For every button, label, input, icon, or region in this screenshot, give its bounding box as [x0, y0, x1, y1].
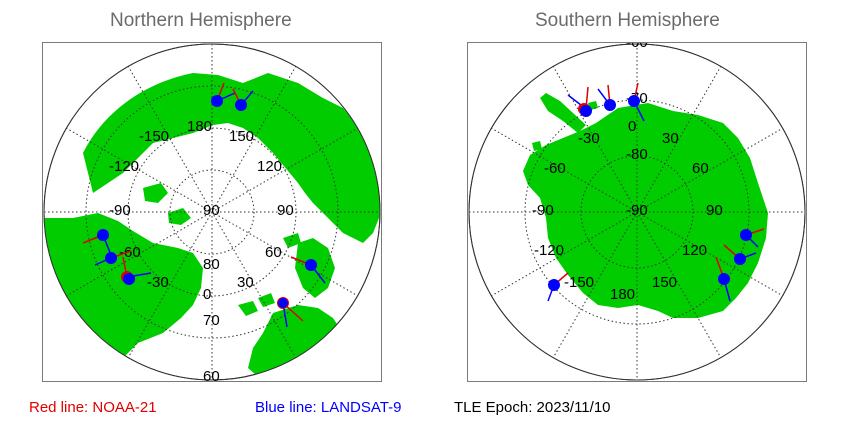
- south-graticule: [469, 44, 805, 380]
- satellite-marker: [211, 82, 236, 107]
- satellite-marker: [628, 82, 645, 122]
- south-lon-label-neg150: -150: [564, 274, 594, 291]
- satellite-marker: [740, 228, 765, 248]
- south-lon-label-neg30: -30: [578, 130, 600, 147]
- north-satellite-markers: [82, 82, 326, 328]
- satellite-marker: [597, 84, 616, 111]
- satellite-marker: [723, 244, 757, 265]
- south-lon-label-0: 0: [628, 118, 636, 135]
- legend-tle-epoch: TLE Epoch: 2023/11/10: [454, 399, 611, 416]
- north-lon-label-neg60: -60: [119, 244, 141, 261]
- north-lat-label-60: 60: [203, 368, 220, 381]
- north-lat-label-80: 80: [203, 256, 220, 273]
- south-lon-label-60: 60: [692, 160, 709, 177]
- north-lon-label-150: 150: [229, 128, 254, 145]
- satellite-marker: [94, 250, 132, 266]
- satellite-marker: [121, 256, 152, 285]
- south-lon-label-neg60: -60: [544, 160, 566, 177]
- south-lon-label-neg90: -90: [532, 202, 554, 219]
- satellite-marker: [567, 86, 592, 117]
- south-lon-label-120: 120: [682, 242, 707, 259]
- south-map-frame: -90 -80 -70 -60 0 30 -30 60 -60 90 -90 1…: [467, 42, 807, 382]
- south-lat-label-neg90: -90: [626, 202, 648, 219]
- south-polar-map: -90 -80 -70 -60 0 30 -30 60 -60 90 -90 1…: [468, 43, 806, 381]
- north-panel-title: Northern Hemisphere: [110, 10, 292, 31]
- satellite-marker: [290, 256, 326, 284]
- north-lon-label-0: 0: [203, 286, 211, 303]
- south-lon-label-180: 180: [610, 286, 635, 303]
- satellite-marker: [547, 272, 569, 302]
- antarctica-land: [523, 103, 768, 318]
- north-lon-label-30: 30: [237, 274, 254, 291]
- satellite-marker: [715, 256, 731, 302]
- north-lon-label-neg150: -150: [139, 128, 169, 145]
- north-lon-label-120: 120: [257, 158, 282, 175]
- south-lat-label-neg80: -80: [626, 146, 648, 163]
- legend-blue-track: Blue line: LANDSAT-9: [255, 399, 402, 416]
- north-polar-map: 90 80 70 60 180 150 -150 120 -120 90 -90…: [43, 43, 381, 381]
- north-lat-label-70: 70: [203, 312, 220, 329]
- eurasia-land: [83, 73, 380, 243]
- greenland-land: [111, 283, 168, 331]
- south-satellite-markers: [547, 82, 765, 302]
- south-landmass: [523, 93, 768, 318]
- north-lon-label-neg120: -120: [109, 158, 139, 175]
- legend-red-track: Red line: NOAA-21: [29, 399, 157, 416]
- south-panel-title: Southern Hemisphere: [535, 10, 720, 31]
- satellite-marker: [232, 88, 254, 111]
- north-lon-label-neg90: -90: [109, 202, 131, 219]
- antarctic-peninsula: [540, 93, 586, 133]
- satellite-marker: [82, 229, 112, 256]
- south-lon-label-90: 90: [706, 202, 723, 219]
- north-lon-label-90: 90: [277, 202, 294, 219]
- north-lon-label-180: 180: [187, 118, 212, 135]
- south-lon-label-150: 150: [652, 274, 677, 291]
- north-lon-label-60: 60: [265, 244, 282, 261]
- north-map-frame: 90 80 70 60 180 150 -150 120 -120 90 -90…: [42, 42, 382, 382]
- south-lon-label-neg120: -120: [534, 242, 564, 259]
- south-islands: [532, 101, 598, 151]
- south-lat-label-neg60: -60: [626, 43, 648, 51]
- south-lon-label-30: 30: [662, 130, 679, 147]
- north-lon-label-neg30: -30: [147, 274, 169, 291]
- satellite-marker: [277, 297, 304, 328]
- north-lat-label-90: 90: [203, 202, 220, 219]
